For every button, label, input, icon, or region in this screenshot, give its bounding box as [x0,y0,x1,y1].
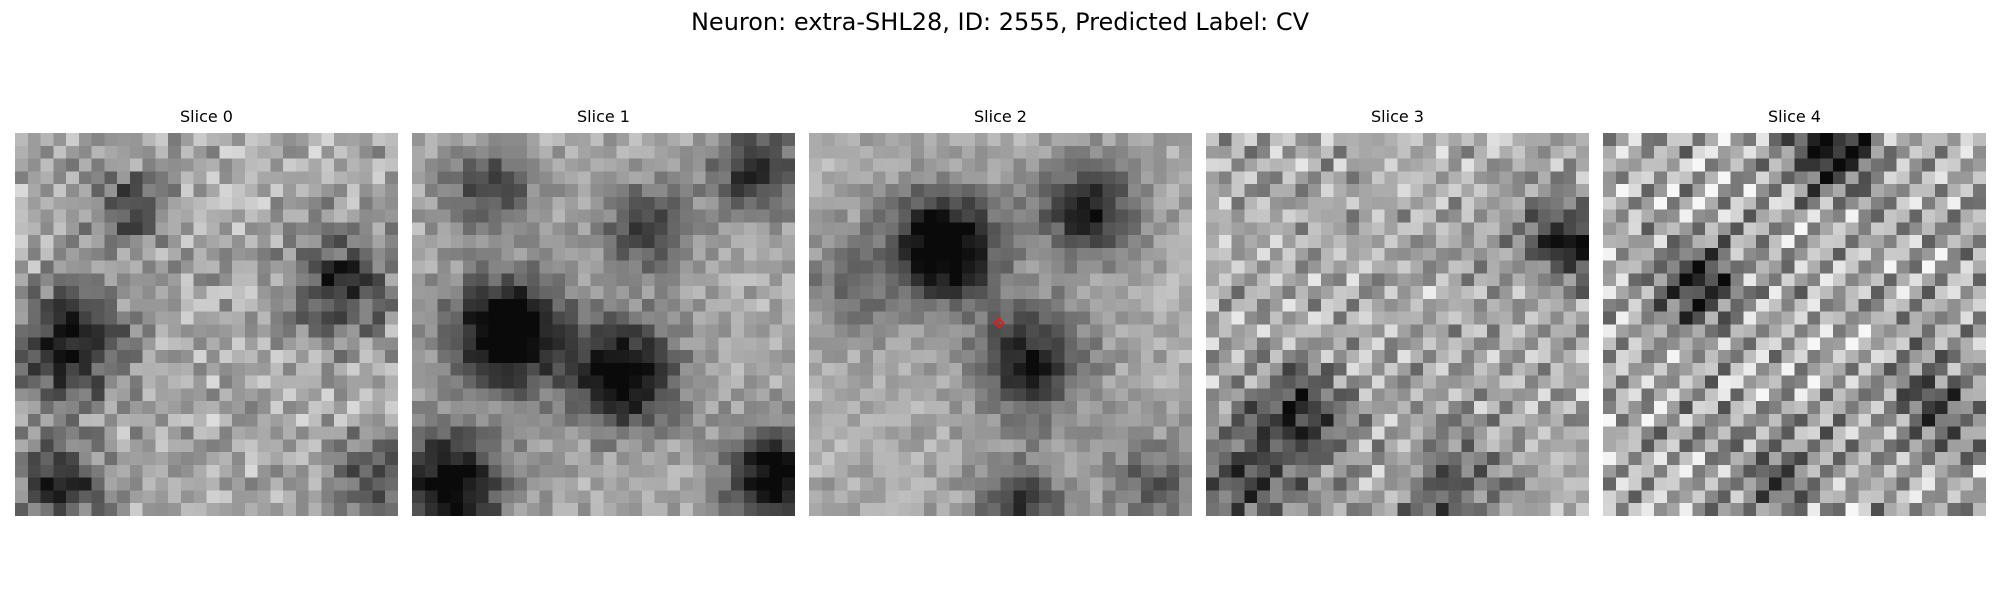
slice-image [1603,133,1986,516]
slice-panel-1: Slice 1 [412,106,795,516]
slice-title: Slice 1 [577,107,630,126]
slice-image [809,133,1192,516]
slice-panel-0: Slice 0 [15,106,398,516]
figure-title: Neuron: extra-SHL28, ID: 2555, Predicted… [690,8,1310,36]
slice-panel-4: Slice 4 [1603,106,1986,516]
slice-title: Slice 2 [974,107,1027,126]
slice-image [15,133,398,516]
slice-panel-3: Slice 3 [1206,106,1589,516]
slice-panel-2: Slice 2 [809,106,1192,516]
slice-image [1206,133,1589,516]
slice-title: Slice 3 [1371,107,1424,126]
slice-image [412,133,795,516]
slice-title: Slice 0 [180,107,233,126]
slice-title: Slice 4 [1768,107,1821,126]
